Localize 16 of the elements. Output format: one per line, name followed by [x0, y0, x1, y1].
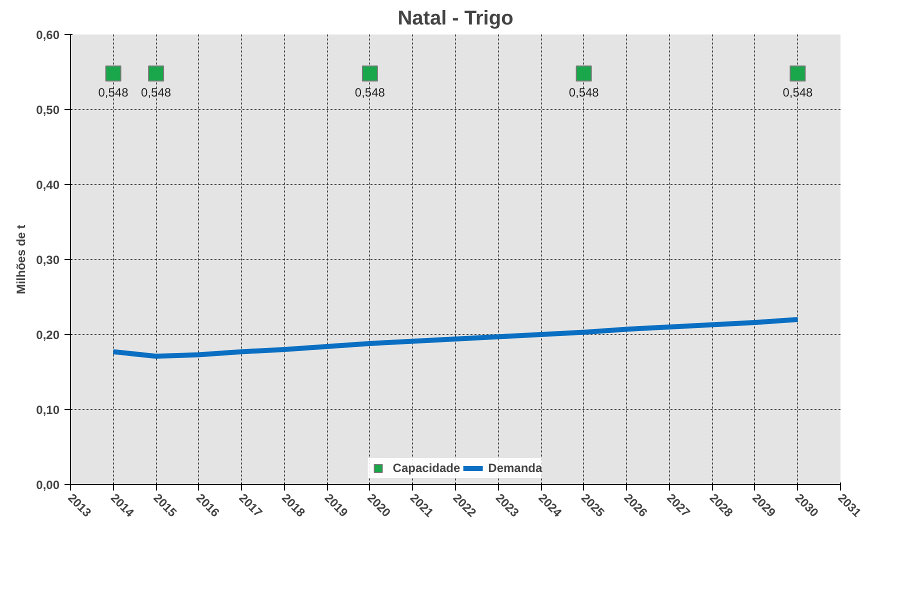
y-tick-label: 0,00 [36, 478, 60, 492]
data-label: 0,548 [354, 86, 386, 100]
legend-label: Capacidade [392, 461, 460, 475]
y-tick-label: 0,60 [36, 28, 60, 42]
y-axis-title: Milhões de t [14, 224, 28, 294]
legend-label: Demanda [488, 461, 542, 475]
y-tick-label: 0,10 [36, 403, 60, 417]
chart-title: Natal - Trigo [398, 8, 514, 30]
data-label: 0,548 [141, 86, 172, 100]
data-label: 0,548 [98, 86, 129, 100]
y-tick-label: 0,30 [36, 253, 60, 267]
data-label: 0,548 [568, 86, 600, 100]
y-tick-label: 0,50 [36, 103, 60, 117]
data-label: 0,548 [782, 86, 814, 100]
y-tick-label: 0,20 [36, 328, 60, 342]
y-tick-label: 0,40 [36, 178, 60, 192]
